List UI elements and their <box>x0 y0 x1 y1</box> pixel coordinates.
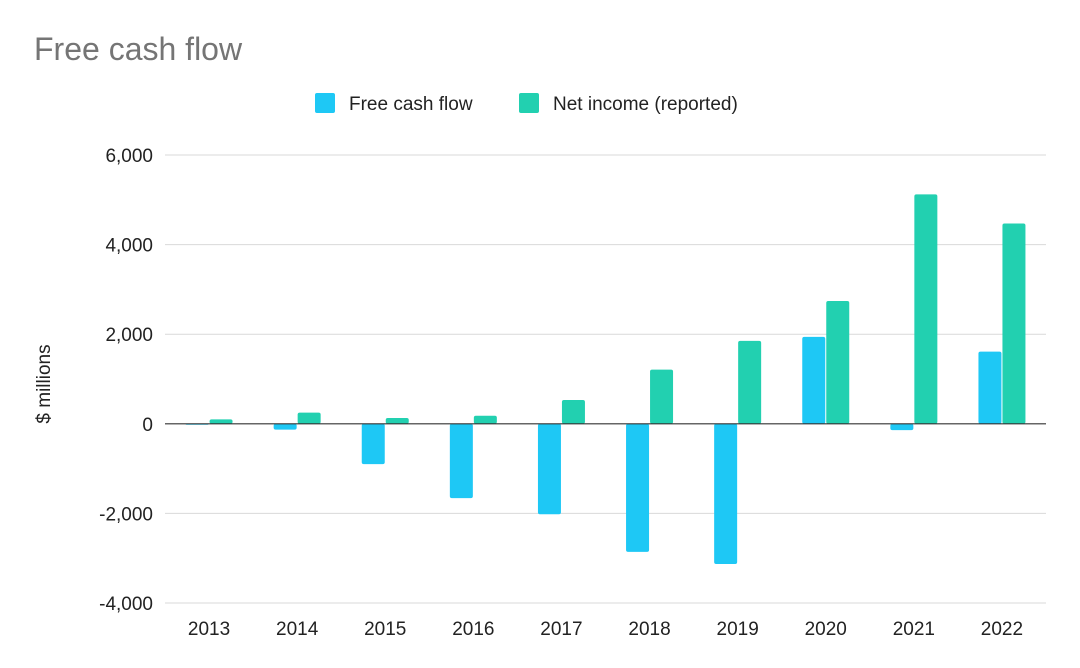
legend-label-free-cash-flow: Free cash flow <box>349 94 473 115</box>
bar-net-income-reported-2019 <box>738 340 762 424</box>
bar-net-income-reported-2017 <box>561 400 585 424</box>
y-tick-label: 2,000 <box>105 325 153 346</box>
y-tick-label: 6,000 <box>105 146 153 167</box>
bar-net-income-reported-2014 <box>297 412 321 424</box>
bar-free-cash-flow-2022 <box>978 351 1002 424</box>
gridlines <box>165 154 1046 604</box>
y-tick-label: 4,000 <box>105 236 153 257</box>
bar-free-cash-flow-2014 <box>273 423 297 430</box>
bar-free-cash-flow-2018 <box>626 423 650 552</box>
x-tick-label: 2016 <box>452 619 494 640</box>
bar-free-cash-flow-2021 <box>890 423 914 431</box>
y-axis-label: $ millions <box>34 344 55 423</box>
bar-net-income-reported-2013 <box>209 419 233 424</box>
bar-free-cash-flow-2015 <box>361 423 385 465</box>
y-tick-label: 0 <box>142 415 153 436</box>
legend-swatch-net-income <box>519 93 539 113</box>
bar-free-cash-flow-2019 <box>714 423 738 565</box>
bar-net-income-reported-2018 <box>650 369 674 424</box>
legend-swatch-free-cash-flow <box>315 93 335 113</box>
y-axis-ticks: 6,000 4,000 2,000 0 -2,000 -4,000 <box>99 146 153 615</box>
y-tick-label: -2,000 <box>99 504 153 525</box>
bar-net-income-reported-2022 <box>1002 223 1026 424</box>
x-tick-label: 2021 <box>893 619 935 640</box>
bar-net-income-reported-2016 <box>473 415 497 424</box>
x-tick-label: 2018 <box>628 619 670 640</box>
bar-free-cash-flow-2017 <box>537 423 561 515</box>
chart-title: Free cash flow <box>34 31 243 67</box>
bar-free-cash-flow-2016 <box>449 423 473 499</box>
x-axis-ticks: 2013 2014 2015 2016 2017 2018 2019 2020 2021 2022 <box>188 619 1023 640</box>
x-tick-label: 2017 <box>540 619 582 640</box>
x-tick-label: 2019 <box>717 619 759 640</box>
bar-net-income-reported-2015 <box>385 417 409 424</box>
bars <box>185 194 1026 565</box>
legend: Free cash flow Net income (reported) <box>315 93 738 115</box>
x-tick-label: 2013 <box>188 619 230 640</box>
x-tick-label: 2015 <box>364 619 406 640</box>
bar-free-cash-flow-2020 <box>802 336 826 424</box>
x-tick-label: 2022 <box>981 619 1023 640</box>
x-tick-label: 2014 <box>276 619 319 640</box>
bar-net-income-reported-2020 <box>826 301 850 424</box>
x-tick-label: 2020 <box>805 619 847 640</box>
bar-net-income-reported-2021 <box>914 194 938 424</box>
y-tick-label: -4,000 <box>99 594 153 615</box>
legend-label-net-income: Net income (reported) <box>553 94 738 115</box>
